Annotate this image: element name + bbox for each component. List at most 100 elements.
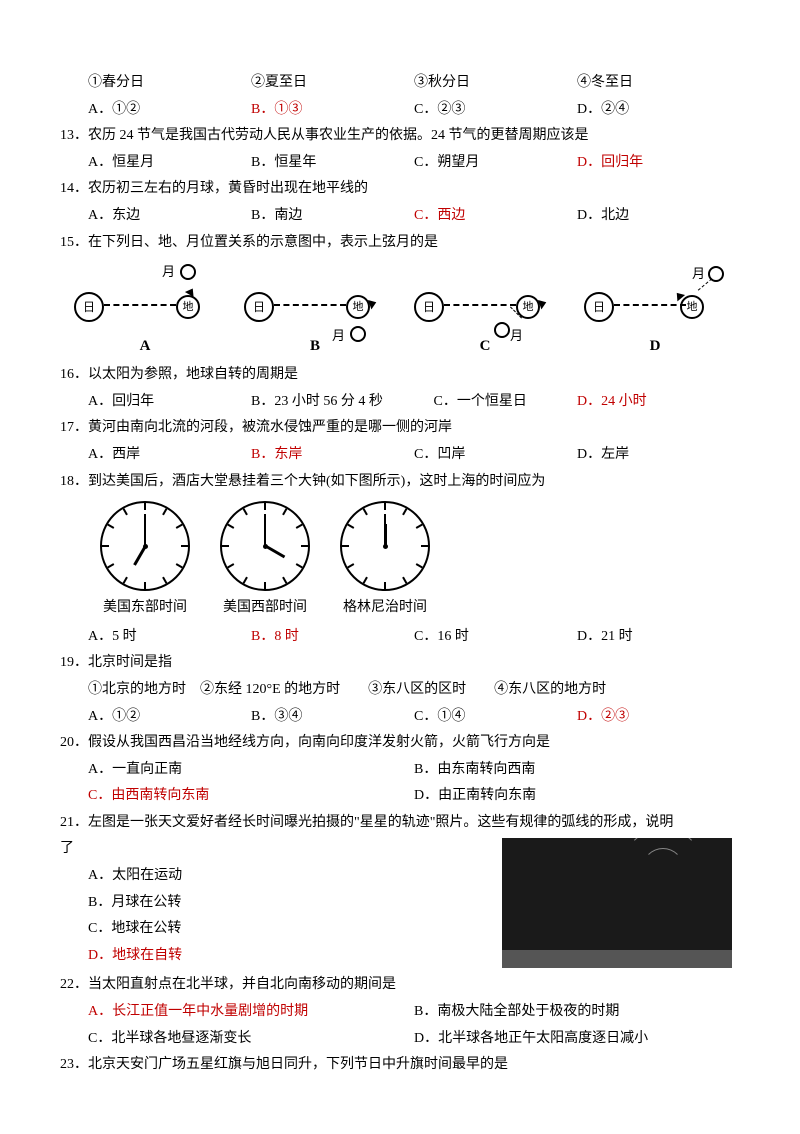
dash-line [614, 304, 686, 306]
opt-d: D．左岸 [577, 442, 740, 469]
q14-options: A．东边 B．南边 C．西边 D．北边 [60, 203, 740, 230]
moon-label: 月 [510, 324, 523, 349]
earth-icon: 地 [176, 295, 200, 319]
clock-label: 格林尼治时间 [340, 595, 430, 622]
q22-options: A．长江正值一年中水量剧增的时期 B．南极大陆全部处于极夜的时期 C．北半球各地… [60, 999, 740, 1052]
opt-d: D．21 时 [577, 624, 740, 651]
opt: ④冬至日 [577, 70, 740, 97]
opt-a-answer: A．长江正值一年中水量剧增的时期 [88, 999, 414, 1026]
opt-c-answer: C．由西南转向东南 [88, 783, 414, 810]
opt-b: B．恒星年 [251, 150, 414, 177]
q21-text: 21．左图是一张天文爱好者经长时间曝光拍摄的"星星的轨迹"照片。这些有规律的弧线… [60, 810, 740, 837]
clock-face [100, 501, 190, 591]
opt-b: B．南极大陆全部处于极夜的时期 [414, 999, 740, 1026]
q20-text: 20．假设从我国西昌沿当地经线方向，向南向印度洋发射火箭，火箭飞行方向是 [60, 730, 740, 757]
dash-line [104, 304, 176, 306]
letter-d: D [650, 332, 661, 361]
earth-icon: 地 [680, 295, 704, 319]
clock-face [340, 501, 430, 591]
diagram-d: 日 地 月 D [580, 262, 730, 342]
opt: ②夏至日 [251, 70, 414, 97]
q19-text: 19．北京时间是指 [60, 650, 740, 677]
q20-options: A．一直向正南 B．由东南转向西南 C．由西南转向东南 D．由正南转向东南 [60, 757, 740, 810]
opt-c-answer: C．西边 [414, 203, 577, 230]
minute-hand [144, 514, 146, 546]
sun-icon: 日 [74, 292, 104, 322]
opt-a: A．东边 [88, 203, 251, 230]
clock-2: 美国西部时间 [220, 501, 310, 622]
q18-options: A．5 时 B．8 时 C．16 时 D．21 时 [60, 624, 740, 651]
dash-line [274, 304, 346, 306]
opt-c: C．②③ [414, 97, 577, 124]
opt: ①春分日 [88, 70, 251, 97]
opt-c: C．16 时 [414, 624, 577, 651]
clock-face [220, 501, 310, 591]
q19-roman: ①北京的地方时 ②东经 120°E 的地方时 ③东八区的区时 ④东八区的地方时 [60, 677, 740, 704]
opt-a: A．5 时 [88, 624, 251, 651]
minute-hand [384, 514, 386, 546]
moon-icon [180, 264, 196, 280]
opt-d-answer: D．回归年 [577, 150, 740, 177]
q19-options: A．①② B．③④ C．①④ D．②③ [60, 704, 740, 731]
opt: ③秋分日 [414, 70, 577, 97]
q16-options: A．回归年 B．23 小时 56 分 4 秒 C．一个恒星日 D．24 小时 [60, 389, 740, 416]
opt-b-answer: B．东岸 [251, 442, 414, 469]
earth-icon: 地 [346, 295, 370, 319]
opt-b: B．23 小时 56 分 4 秒 [251, 389, 434, 416]
opt-d: D．由正南转向东南 [414, 783, 740, 810]
q22-text: 22．当太阳直射点在北半球，并自北向南移动的期间是 [60, 972, 740, 999]
q12-options: A．①② B．①③ C．②③ D．②④ [60, 97, 740, 124]
opt-d-answer: D．②③ [577, 704, 740, 731]
star-trail-image [502, 838, 732, 968]
q16-text: 16．以太阳为参照，地球自转的周期是 [60, 362, 740, 389]
opt-d: D．北边 [577, 203, 740, 230]
q15-text: 15．在下列日、地、月位置关系的示意图中，表示上弦月的是 [60, 230, 740, 257]
opt-b-answer: B．8 时 [251, 624, 414, 651]
clock-3: 格林尼治时间 [340, 501, 430, 622]
opt-c: C．凹岸 [414, 442, 577, 469]
opt-a: A．①② [88, 704, 251, 731]
letter-b: B [310, 332, 320, 361]
q14-text: 14．农历初三左右的月球，黄昏时出现在地平线的 [60, 176, 740, 203]
q17-text: 17．黄河由南向北流的河段，被流水侵蚀严重的是哪一侧的河岸 [60, 415, 740, 442]
moon-icon [350, 326, 366, 342]
q15-diagrams: 日 地 月 A 日 地 月 B 日 地 月 C 日 地 月 D [60, 256, 740, 344]
opt-b: B．由东南转向西南 [414, 757, 740, 784]
moon-icon [494, 322, 510, 338]
dash-line [444, 304, 516, 306]
opt-b-answer: B．①③ [251, 97, 414, 124]
sun-icon: 日 [414, 292, 444, 322]
opt-a: A．回归年 [88, 389, 251, 416]
opt-b: B．南边 [251, 203, 414, 230]
clock-label: 美国西部时间 [220, 595, 310, 622]
q18-clocks: 美国东部时间 美国西部时间 格林尼治时间 [60, 501, 740, 622]
q18-text: 18．到达美国后，酒店大堂悬挂着三个大钟(如下图所示)，这时上海的时间应为 [60, 469, 740, 496]
letter-c: C [480, 332, 491, 361]
letter-a: A [140, 332, 151, 361]
diagram-c: 日 地 月 C [410, 262, 560, 342]
q13-text: 13．农历 24 节气是我国古代劳动人民从事农业生产的依据。24 节气的更替周期… [60, 123, 740, 150]
opt-a: A．①② [88, 97, 251, 124]
moon-label: 月 [692, 262, 705, 287]
clock-1: 美国东部时间 [100, 501, 190, 622]
clock-label: 美国东部时间 [100, 595, 190, 622]
q21-trail: 了 [60, 841, 74, 856]
opt-d-answer: D．24 小时 [577, 389, 740, 416]
sun-icon: 日 [584, 292, 614, 322]
opt-c: C．一个恒星日 [434, 389, 577, 416]
q13-options: A．恒星月 B．恒星年 C．朔望月 D．回归年 [60, 150, 740, 177]
opt-a: A．一直向正南 [88, 757, 414, 784]
moon-label: 月 [332, 324, 345, 349]
opt-b: B．③④ [251, 704, 414, 731]
opt-c: C．北半球各地昼逐渐变长 [88, 1026, 414, 1053]
opt-c: C．朔望月 [414, 150, 577, 177]
q12-roman-row: ①春分日 ②夏至日 ③秋分日 ④冬至日 [60, 70, 740, 97]
opt-d: D．北半球各地正午太阳高度逐日减小 [414, 1026, 740, 1053]
diagram-b: 日 地 月 B [240, 262, 390, 342]
sun-icon: 日 [244, 292, 274, 322]
moon-label: 月 [162, 260, 175, 285]
opt-a: A．恒星月 [88, 150, 251, 177]
minute-hand [264, 514, 266, 546]
q23-text: 23．北京天安门广场五星红旗与旭日同升，下列节日中升旗时间最早的是 [60, 1052, 740, 1079]
diagram-a: 日 地 月 A [70, 262, 220, 342]
